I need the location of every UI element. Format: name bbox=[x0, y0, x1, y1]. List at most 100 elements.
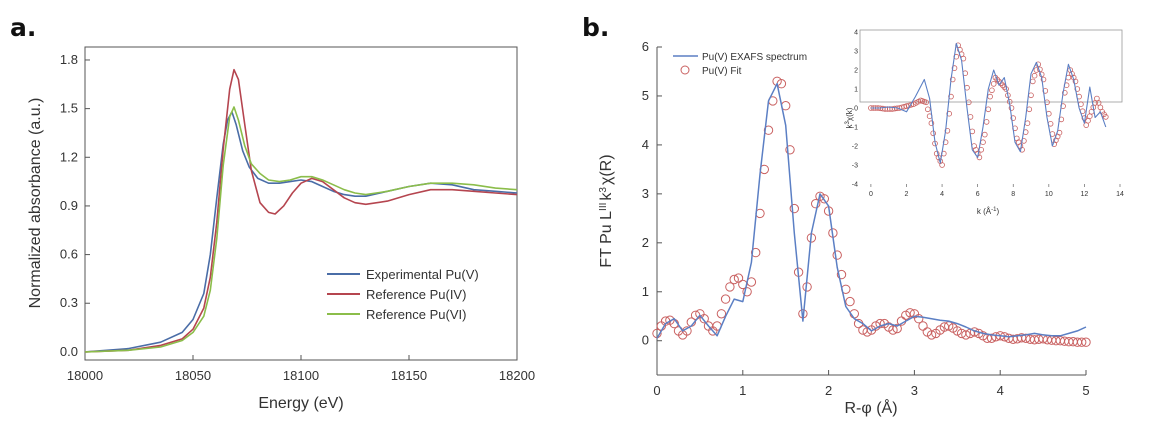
inset-ylabel: k3χ(k) bbox=[845, 107, 854, 128]
chart-b-fit-marker bbox=[819, 194, 829, 204]
inset-fit-marker bbox=[1024, 120, 1031, 126]
inset-fit-marker bbox=[1040, 76, 1047, 83]
legend-label-fit: Pu(V) Fit bbox=[702, 66, 742, 77]
inset-xtick-label: 4 bbox=[940, 191, 944, 198]
chart-b-fit-marker bbox=[845, 296, 855, 307]
inset-fit-marker bbox=[1072, 78, 1079, 85]
chart-b-fit-marker bbox=[720, 294, 731, 304]
chart-a-xtick-label: 18100 bbox=[283, 368, 319, 383]
chart-b-fit-marker bbox=[789, 203, 799, 214]
chart-b-fit-marker bbox=[832, 250, 842, 260]
chart-b-fit-marker bbox=[875, 318, 885, 329]
inset-fit-marker bbox=[1028, 92, 1034, 99]
chart-b-fit-marker bbox=[905, 308, 915, 318]
chart-b-fit-marker bbox=[892, 323, 902, 334]
chart-b-fit-marker bbox=[926, 330, 937, 340]
chart-a-ytick-label: 1.8 bbox=[60, 52, 78, 67]
inset-fit-marker bbox=[1095, 100, 1102, 106]
inset-ytick-label: -2 bbox=[852, 144, 858, 151]
chart-a-ytick-label: 0.3 bbox=[60, 295, 78, 310]
legend-swatch-fit bbox=[680, 65, 690, 75]
chart-a-xtick-label: 18150 bbox=[391, 368, 427, 383]
chart-b-fit-marker bbox=[811, 199, 821, 209]
chart-b-xtick-label: 1 bbox=[739, 383, 746, 398]
chart-b-fit-marker bbox=[986, 333, 997, 343]
inset-xtick-label: 6 bbox=[976, 191, 980, 198]
panel-b-label: b. bbox=[582, 13, 609, 42]
chart-b-fit-marker bbox=[836, 269, 847, 280]
inset-fit-marker bbox=[951, 65, 958, 71]
inset-fit-marker bbox=[1074, 86, 1081, 92]
chart-a-ytick-label: 0.6 bbox=[60, 247, 78, 262]
inset-xlabel: k (Å-1) bbox=[977, 207, 1000, 216]
chart-b-ytick-label: 5 bbox=[642, 88, 649, 103]
chart-b-fit-marker bbox=[725, 282, 735, 292]
chart-b-fit-marker bbox=[1077, 337, 1087, 347]
inset-fit-marker bbox=[939, 162, 945, 168]
chart-a-xtick-label: 18000 bbox=[67, 368, 103, 383]
inset-fit-marker bbox=[928, 120, 935, 126]
chart-b-ytick-label: 2 bbox=[642, 235, 649, 250]
chart-a-xlabel: Energy (eV) bbox=[258, 395, 343, 412]
inset-fit-marker bbox=[976, 154, 983, 161]
inset-fit-marker bbox=[908, 102, 914, 108]
inset-fit-marker bbox=[980, 139, 986, 146]
chart-b-fit-marker bbox=[785, 145, 795, 155]
chart-b-fit-marker bbox=[1081, 337, 1091, 347]
legend-label-pu-vi: Reference Pu(VI) bbox=[366, 307, 466, 322]
inset-fit-marker bbox=[948, 93, 954, 100]
chart-b-xtick-label: 3 bbox=[911, 383, 918, 398]
inset-fit-marker bbox=[994, 76, 1000, 83]
chart-a-ytick-label: 1.5 bbox=[60, 101, 78, 116]
chart-b-xlabel: R-φ (Å) bbox=[844, 398, 897, 417]
chart-b-fit-marker bbox=[699, 314, 709, 324]
inset-ytick-label: -1 bbox=[852, 125, 858, 132]
inset-ytick-label: 2 bbox=[854, 68, 858, 75]
inset-ytick-label: 0 bbox=[854, 106, 858, 113]
chart-b-ytick-label: 0 bbox=[642, 333, 649, 348]
inset-fit-marker bbox=[987, 93, 993, 100]
chart-b-fit-marker bbox=[729, 274, 739, 285]
inset-frame bbox=[859, 29, 1123, 103]
inset-ytick-label: -4 bbox=[852, 182, 858, 189]
chart-b-xtick-label: 0 bbox=[653, 383, 660, 398]
chart-a-ticks: 18000 18050 18100 18150 18200 0.0 0.3 0.6 0.9 1.2… bbox=[60, 52, 535, 383]
chart-a-series bbox=[84, 68, 518, 353]
chart-b-fit-marker bbox=[716, 309, 727, 319]
inset-series bbox=[868, 42, 1109, 168]
chart-b-ytick-label: 1 bbox=[642, 284, 649, 299]
chart-b-ylabel: FT Pu LIIIk3χ(R) bbox=[598, 154, 616, 267]
legend-label-experimental: Experimental Pu(V) bbox=[366, 267, 479, 282]
panel-a-label: a. bbox=[10, 13, 36, 42]
chart-b-xtick-label: 2 bbox=[825, 383, 832, 398]
inset-fit-marker bbox=[946, 110, 952, 117]
inset-fit-marker bbox=[981, 131, 988, 138]
chart-a-ytick-label: 0.0 bbox=[60, 344, 78, 359]
inset-xtick-label: 2 bbox=[905, 191, 909, 198]
inset-fit-marker bbox=[1008, 105, 1015, 111]
chart-a-series-line-1 bbox=[84, 68, 518, 353]
chart-b-fit-marker bbox=[733, 273, 744, 283]
chart-b-legend: Pu(V) EXAFS spectrum Pu(V) Fit bbox=[673, 52, 807, 77]
inset-xtick-label: 10 bbox=[1045, 191, 1053, 198]
inset-fit-marker bbox=[999, 82, 1006, 88]
chart-b-fit-marker bbox=[918, 321, 928, 331]
inset-fit-marker bbox=[944, 128, 951, 134]
chart-b-xtick-label: 4 bbox=[997, 383, 1004, 398]
chart-b-ytick-label: 4 bbox=[642, 137, 649, 152]
chart-a-ytick-label: 1.2 bbox=[60, 149, 78, 164]
inset-ytick-label: -3 bbox=[852, 163, 858, 170]
inset-xtick-label: 14 bbox=[1116, 191, 1124, 198]
chart-a-xtick-label: 18200 bbox=[499, 368, 535, 383]
inset-fit-marker bbox=[983, 119, 990, 125]
chart-a-ylabel: Normalized absorbance (a.u.) bbox=[27, 98, 44, 309]
chart-b-fit-marker bbox=[742, 287, 752, 297]
inset-ytick-label: 3 bbox=[854, 49, 858, 56]
inset-fit-marker bbox=[990, 81, 997, 87]
chart-b-series bbox=[652, 76, 1091, 347]
inset-fit-marker bbox=[989, 87, 995, 94]
chart-b-spectrum-line bbox=[656, 82, 1087, 339]
